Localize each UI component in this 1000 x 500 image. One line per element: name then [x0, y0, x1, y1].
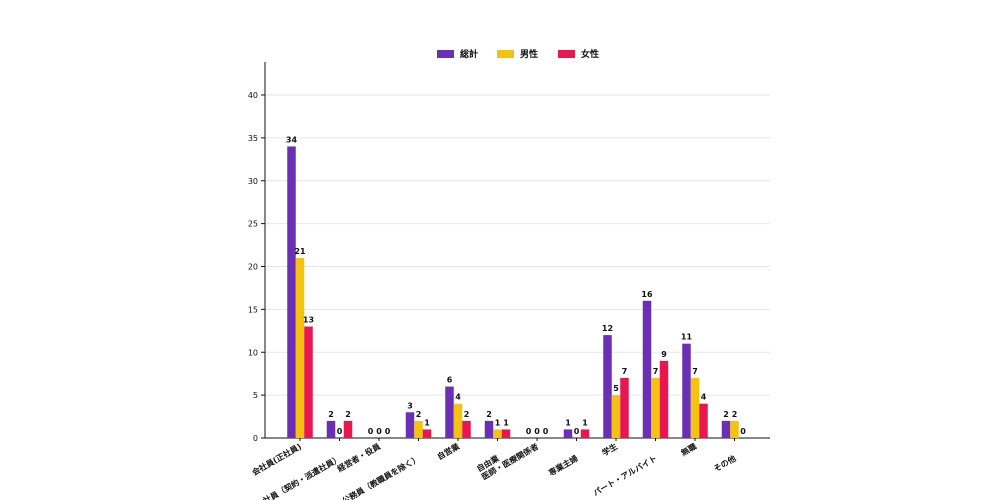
data-label: 1	[565, 418, 571, 427]
bar	[730, 420, 739, 438]
bar	[620, 377, 629, 438]
data-label: 0	[543, 427, 549, 436]
data-label: 9	[661, 350, 667, 359]
legend-label: 女性	[581, 48, 599, 60]
y-tick-label: 0	[253, 434, 258, 443]
data-label: 2	[486, 410, 492, 419]
data-label: 13	[303, 316, 314, 325]
bar	[422, 429, 432, 438]
y-tick-label: 35	[248, 134, 258, 143]
data-label: 7	[692, 367, 698, 376]
data-label: 7	[622, 367, 628, 376]
bar	[295, 257, 305, 438]
bar	[682, 343, 691, 438]
bars	[287, 146, 739, 438]
bar	[445, 386, 454, 438]
data-label: 4	[701, 393, 707, 402]
data-label: 0	[376, 427, 382, 436]
data-label: 3	[407, 401, 413, 410]
data-label: 12	[602, 324, 613, 333]
data-label: 11	[681, 333, 693, 342]
x-tick-label: 専業主婦	[547, 453, 580, 478]
data-label: 0	[526, 427, 532, 436]
bar	[287, 146, 296, 438]
data-label: 0	[385, 427, 391, 436]
bar	[462, 420, 471, 438]
x-tick-label: 自営業	[435, 441, 462, 462]
data-label: 2	[464, 410, 470, 419]
data-label: 0	[574, 427, 580, 436]
bar	[580, 429, 590, 438]
data-label: 34	[286, 135, 298, 144]
bar	[721, 420, 731, 438]
data-label: 0	[534, 427, 540, 436]
bar	[611, 395, 621, 438]
bar	[642, 300, 652, 438]
legend-swatch	[497, 50, 514, 58]
bar	[304, 326, 313, 438]
x-tick-label: 学生	[600, 441, 619, 458]
bar	[563, 429, 573, 438]
bar	[493, 429, 502, 438]
legend-label: 男性	[520, 48, 538, 60]
x-tick-label: 会社員(正社員)	[250, 441, 303, 477]
bar	[405, 412, 415, 438]
data-label: 1	[424, 418, 430, 427]
bar	[651, 377, 660, 438]
data-label: 0	[337, 427, 343, 436]
bar	[414, 420, 423, 438]
bar	[484, 420, 494, 438]
x-tick-label: 無職	[679, 441, 698, 458]
bar	[343, 420, 353, 438]
legend-label: 総計	[460, 48, 478, 60]
y-axis: 0 5 10 15 20 25 30 35 40	[248, 62, 266, 443]
legend-swatch	[437, 50, 454, 58]
data-label: 16	[641, 290, 653, 299]
bar	[326, 420, 336, 438]
x-tick-label: 経営者・役員	[335, 441, 382, 474]
data-label: 5	[613, 384, 619, 393]
bar	[453, 403, 463, 438]
data-label: 1	[495, 418, 501, 427]
bar	[690, 377, 700, 438]
data-label: 2	[416, 410, 422, 419]
data-label: 2	[328, 410, 334, 419]
legend: 総計 男性 女性	[437, 48, 599, 60]
data-label: 0	[368, 427, 374, 436]
data-label: 2	[723, 410, 729, 419]
x-tick-label: パート・アルバイト	[591, 453, 658, 498]
y-tick-label: 40	[248, 91, 258, 100]
data-label: 1	[582, 418, 588, 427]
x-tick-label: その他	[712, 453, 738, 474]
bar	[603, 335, 612, 438]
data-label: 2	[732, 410, 738, 419]
data-label: 6	[447, 376, 453, 385]
y-tick-label: 15	[248, 305, 258, 314]
bar	[699, 403, 708, 438]
y-tick-label: 10	[248, 348, 258, 357]
y-tick-label: 25	[248, 220, 258, 229]
legend-swatch	[558, 50, 575, 58]
bar	[501, 429, 511, 438]
data-label: 2	[345, 410, 351, 419]
bar	[659, 360, 669, 438]
data-label: 1	[503, 418, 509, 427]
y-tick-label: 5	[253, 391, 258, 400]
y-tick-label: 30	[248, 177, 258, 186]
data-label: 21	[294, 247, 306, 256]
data-label: 7	[653, 367, 659, 376]
data-label: 0	[740, 427, 746, 436]
grid	[265, 94, 770, 396]
x-axis: 会社員(正社員)会社員（契約・派遣社員）経営者・役員公務員（教職員を除く）自営業…	[250, 437, 770, 500]
y-tick-label: 20	[248, 263, 258, 272]
data-label: 4	[455, 393, 461, 402]
